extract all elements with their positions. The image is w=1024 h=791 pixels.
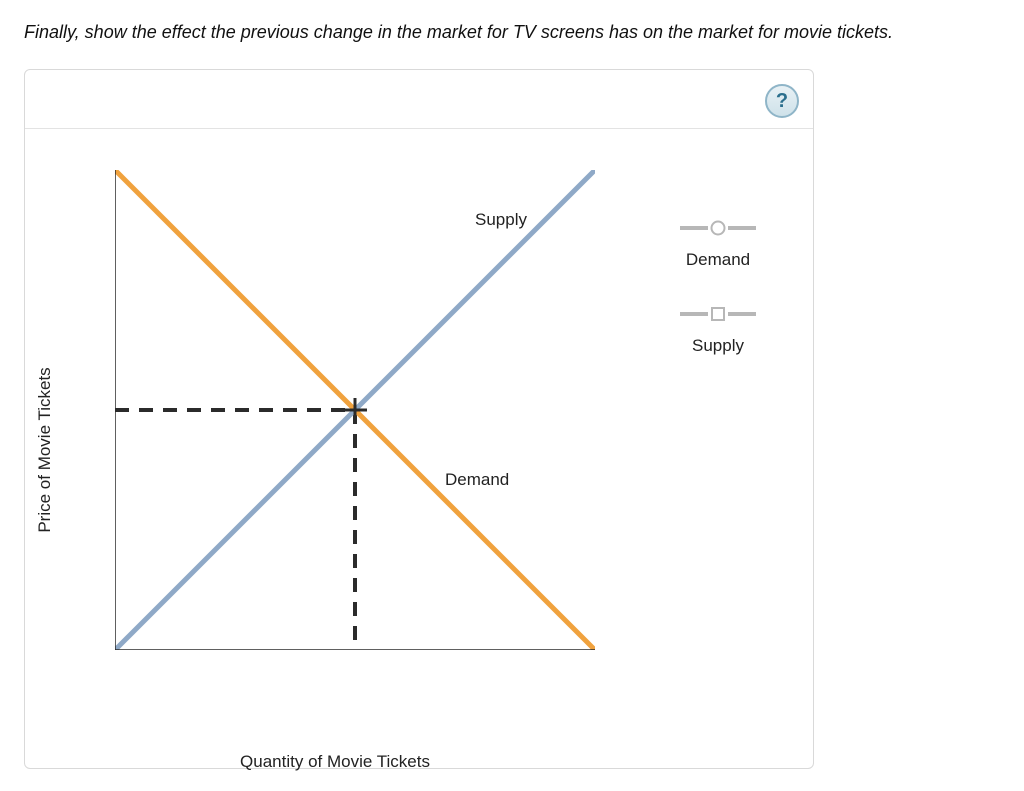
chart-svg [115, 170, 595, 650]
panel-divider [25, 128, 813, 129]
legend-label-demand: Demand [663, 250, 773, 270]
legend: Demand Supply [663, 220, 773, 392]
y-axis-label: Price of Movie Tickets [35, 368, 55, 533]
chart-area[interactable]: Price of Movie Tickets Supply Demand Qua… [55, 170, 615, 730]
legend-item-supply[interactable]: Supply [663, 306, 773, 356]
supply-curve-label: Supply [475, 210, 527, 230]
legend-label-supply: Supply [663, 336, 773, 356]
question-prompt: Finally, show the effect the previous ch… [24, 20, 1000, 45]
help-button[interactable]: ? [765, 84, 799, 118]
graph-panel: ? Price of Movie Tickets Supply Demand Q… [24, 69, 814, 769]
help-icon: ? [776, 90, 788, 113]
legend-swatch-supply [678, 306, 758, 322]
legend-swatch-demand [678, 220, 758, 236]
legend-item-demand[interactable]: Demand [663, 220, 773, 270]
plot-region[interactable]: Supply Demand [115, 170, 595, 650]
demand-curve-label: Demand [445, 470, 509, 490]
x-axis-label: Quantity of Movie Tickets [240, 752, 430, 772]
